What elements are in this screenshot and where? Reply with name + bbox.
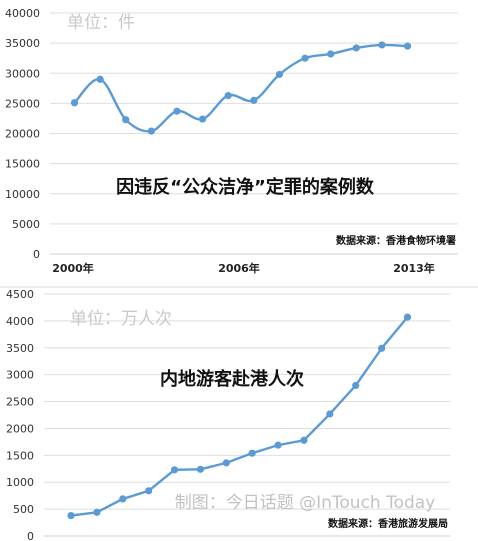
data-point: [119, 495, 127, 503]
unit-label: 单位：件: [67, 13, 135, 33]
x-axis-ticks: 2000年 2006年 2013年: [52, 261, 435, 275]
x-tick-label: 2013年: [393, 261, 435, 275]
y-tick-label: 15000: [5, 158, 40, 171]
chart-title: 内地游客赴港人次: [160, 368, 304, 390]
data-point: [403, 313, 412, 321]
y-axis-ticks: 0 500 1000 1500 2000 2500 3000 3500 4000 4500: [6, 288, 34, 541]
data-point: [250, 96, 258, 104]
series: [70, 41, 412, 135]
y-tick-label: 10000: [5, 188, 40, 201]
y-tick-label: 500: [13, 503, 34, 516]
data-point: [378, 344, 386, 352]
chart-title: 因违反“公众洁净”定罪的案例数: [116, 176, 375, 198]
data-point: [300, 436, 308, 444]
y-tick-label: 0: [33, 248, 40, 261]
series-line: [70, 316, 409, 517]
y-tick-label: 2500: [6, 396, 34, 409]
y-tick-label: 2000: [6, 422, 34, 435]
data-point: [170, 466, 179, 474]
data-point: [224, 91, 232, 100]
x-tick-label: 2006年: [218, 261, 260, 275]
data-point: [274, 441, 282, 449]
data-point: [222, 459, 230, 467]
y-axis-ticks: 0 5000 10000 15000 20000 25000 30000 35000 40000: [5, 7, 40, 261]
y-tick-label: 4500: [6, 288, 34, 301]
data-point: [67, 511, 75, 520]
series: [67, 313, 412, 520]
data-point: [196, 465, 205, 473]
y-tick-label: 20000: [5, 128, 40, 141]
chart-litter-convictions: 0 5000 10000 15000 20000 25000 30000 35000 40000…: [5, 7, 458, 275]
data-point: [70, 99, 79, 107]
data-point: [96, 75, 104, 83]
y-tick-label: 0: [27, 530, 34, 541]
data-point: [275, 70, 284, 79]
data-point: [93, 508, 101, 516]
data-point: [248, 449, 256, 457]
data-point: [352, 381, 360, 390]
data-point: [173, 107, 181, 115]
y-tick-label: 35000: [5, 37, 40, 50]
grid-lines: [44, 293, 450, 537]
y-tick-label: 40000: [5, 7, 40, 20]
data-point: [147, 127, 155, 135]
chart-mainland-visitors: 0 500 1000 1500 2000 2500 3000 3500 4000 4500 单位：…: [6, 288, 450, 541]
x-tick-label: 2000年: [52, 261, 94, 275]
data-point: [403, 42, 412, 50]
data-point: [122, 116, 130, 124]
y-tick-label: 30000: [5, 67, 40, 80]
y-tick-label: 1500: [6, 449, 34, 462]
data-point: [198, 115, 207, 123]
data-point: [301, 54, 309, 62]
watermark: 制图：今日话题 @InTouch Today: [175, 493, 436, 513]
data-point: [326, 410, 334, 418]
data-point: [327, 50, 335, 58]
data-point: [378, 41, 386, 49]
grid-lines: [50, 12, 458, 255]
y-tick-label: 25000: [5, 97, 40, 110]
data-point: [352, 44, 360, 52]
data-source: 数据来源：香港食物环境署: [336, 234, 456, 247]
y-tick-label: 5000: [12, 218, 40, 231]
data-source: 数据来源：香港旅游发展局: [328, 517, 448, 530]
unit-label: 单位：万人次: [70, 309, 172, 329]
y-tick-label: 3000: [6, 369, 34, 382]
y-tick-label: 4000: [6, 315, 34, 328]
y-tick-label: 3500: [6, 342, 34, 355]
data-point: [145, 487, 153, 495]
y-tick-label: 1000: [6, 476, 34, 489]
